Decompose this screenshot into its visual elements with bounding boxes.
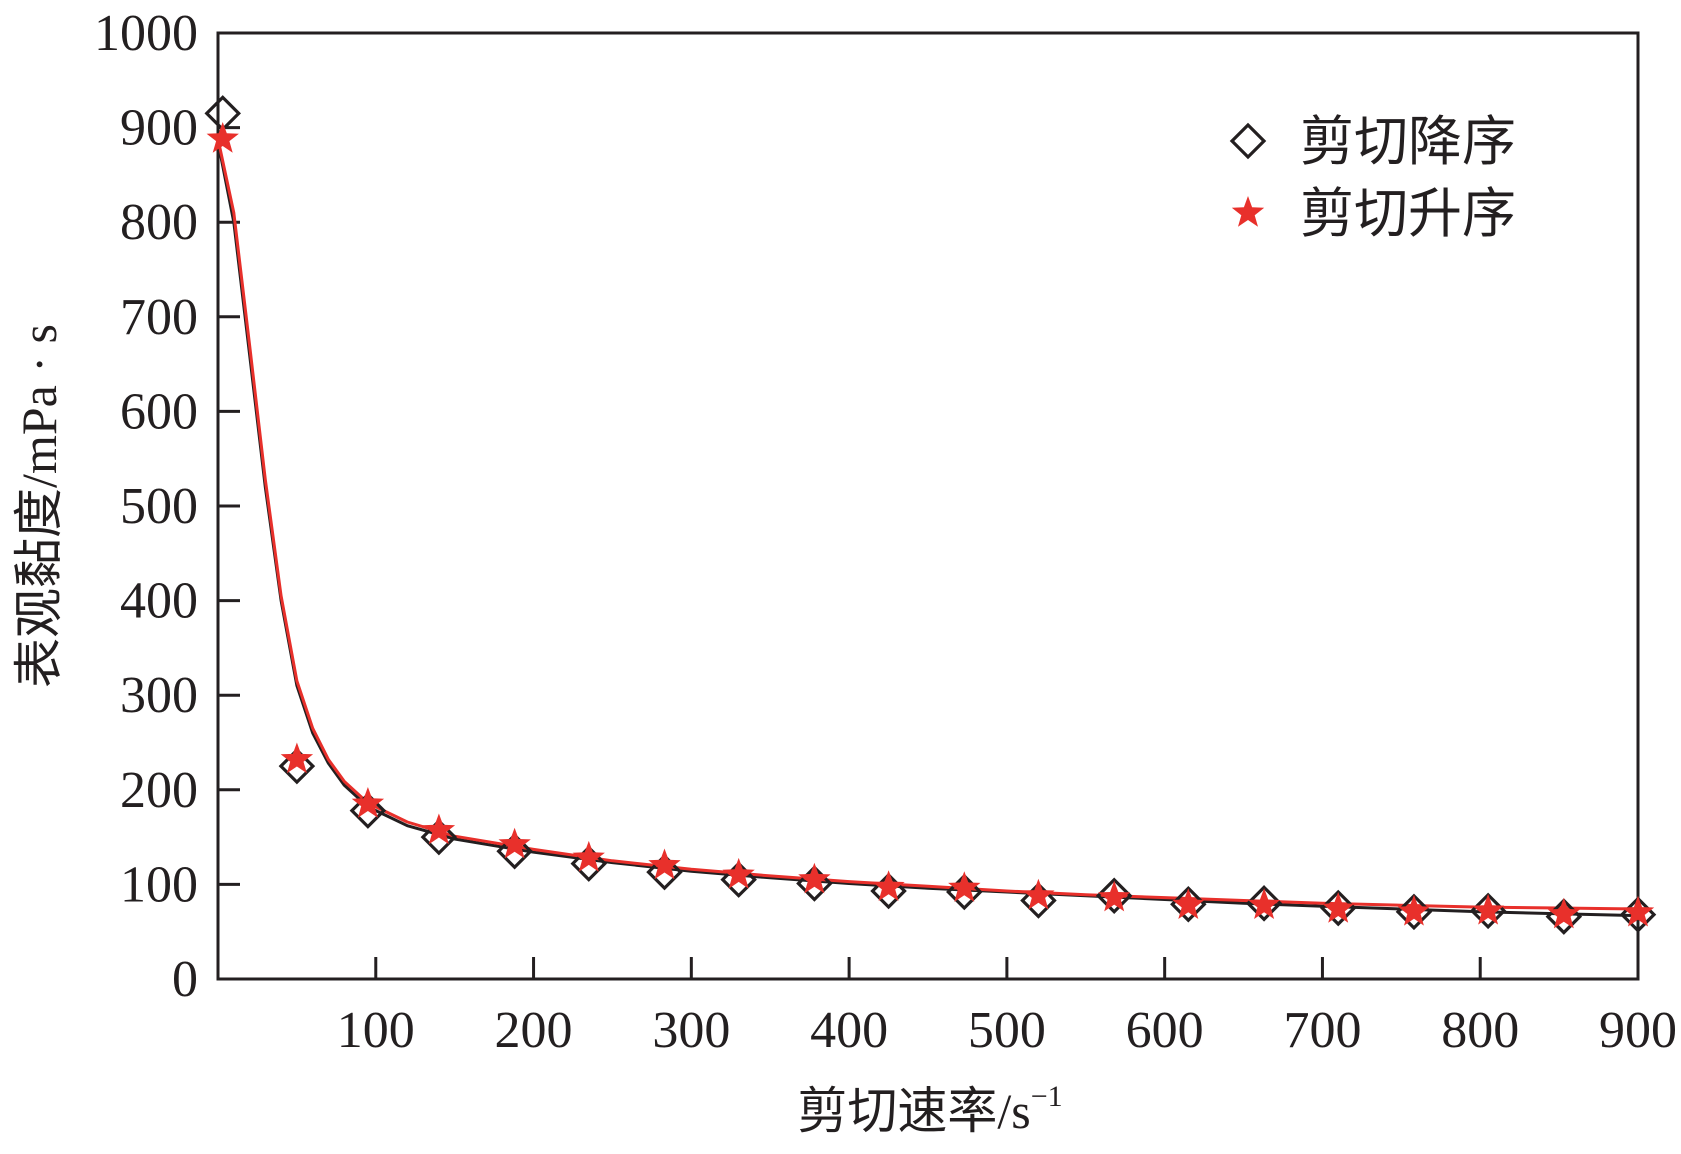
legend: 剪切降序 剪切升序 [1229,112,1516,244]
x-axis-title-superscript: −1 [1031,1080,1063,1113]
ascending-data-point [798,862,831,894]
legend-star-icon [1231,196,1265,227]
data-markers [204,95,1657,935]
descending-data-point [1020,882,1057,919]
ascending-data-point [1471,893,1505,925]
y-tick-label: 600 [120,383,198,440]
ascending-data-point [1547,897,1580,929]
legend-marker-diamond [1229,122,1267,160]
descending-data-point [720,861,757,898]
ascending-data-point [1172,888,1205,919]
x-tick-label: 400 [810,1002,888,1059]
legend-marker-star [1231,196,1265,227]
x-tick-label: 700 [1283,1002,1361,1059]
y-tick-label: 500 [120,478,198,535]
x-tick-label: 600 [1126,1002,1204,1059]
descending-data-point [1170,886,1207,923]
x-axis-title-text: 剪切速率/s [797,1083,1030,1139]
y-tick-label: 0 [172,951,198,1008]
descending-data-point [1095,877,1133,915]
ascending-data-point [1397,894,1431,926]
y-tick-label: 100 [120,856,198,913]
y-tick-label: 400 [120,573,198,630]
ascending-data-point [872,870,905,901]
x-tick-label: 800 [1441,1002,1519,1059]
fit-curves [216,138,1639,918]
legend-label-ascending: 剪切升序 [1300,184,1516,244]
descending-data-point [1319,889,1357,927]
tick-labels: 100 200 300 400 500 600 700 800 900 0 100 200 300 400… [94,5,1677,1059]
ascending-data-point [498,827,531,859]
ascending-data-point [648,848,681,880]
x-tick-label: 900 [1599,1002,1677,1059]
y-tick-label: 800 [120,194,198,251]
descending-data-point [1245,885,1283,922]
ascending-data-point [280,742,314,774]
descending-data-point [646,853,683,891]
x-tick-label: 100 [337,1002,415,1059]
ascending-data-point [1621,895,1655,927]
y-tick-label: 700 [120,289,198,346]
descending-data-point [349,792,387,829]
y-tick-label: 1000 [94,5,198,62]
y-tick-label: 300 [120,667,198,724]
descending-data-point [420,818,458,856]
ascending-data-point [722,857,755,889]
legend-label-descending: 剪切降序 [1300,112,1516,172]
descending-data-point [570,845,608,882]
ascending-data-point [206,122,239,153]
ascending-data-point [572,840,605,872]
fit-curve-descending [216,141,1639,918]
descending-data-point [278,747,316,785]
legend-diamond-icon [1229,122,1267,160]
ascending-data-point [422,813,456,845]
x-axis-title: 剪切速率/s−1 [797,1080,1062,1139]
ascending-data-point [351,787,385,818]
axis-ticks [218,31,1640,981]
ascending-data-point [1322,892,1355,923]
ascending-data-point [948,871,981,902]
y-tick-label: 900 [120,100,198,157]
y-tick-label: 200 [120,762,198,819]
ascending-data-point [1022,878,1055,910]
fit-curve-ascending [216,138,1639,911]
x-tick-label: 200 [495,1002,573,1059]
ascending-data-point [1098,880,1131,912]
y-axis-title: 表观黏度/mPa · s [11,324,67,688]
x-tick-label: 500 [968,1002,1046,1059]
x-tick-label: 300 [652,1002,730,1059]
ascending-data-point [1247,888,1281,919]
descending-data-point [496,833,533,870]
